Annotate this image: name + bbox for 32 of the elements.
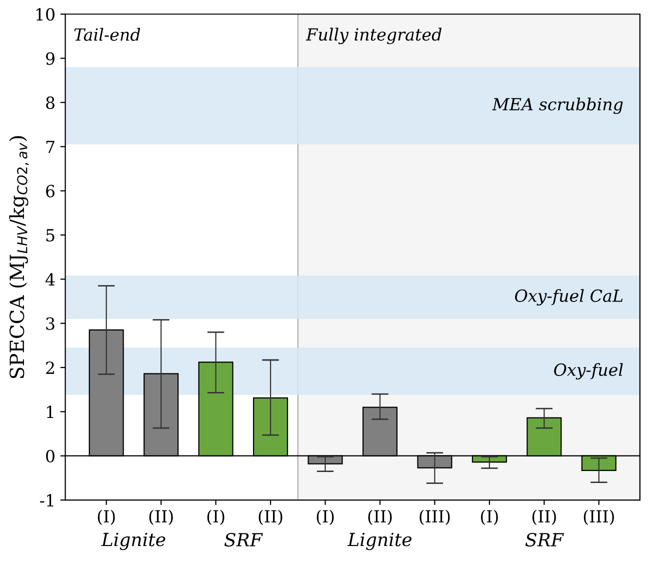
y-tick-label: 3 — [46, 317, 54, 330]
y-axis-title: SPECCA (MJ$_{LHV}$/kg$_{CO2,av}$) — [9, 136, 29, 378]
x-tick-label: (I) — [480, 510, 498, 526]
y-tick-label: 6 — [46, 184, 55, 198]
y-tick-label: 0 — [46, 450, 54, 462]
text: SRF — [224, 532, 263, 547]
band-label: MEA scrubbing — [492, 98, 623, 114]
x-tick-label: (II) — [149, 510, 173, 526]
x-tick-label: (I) — [98, 510, 115, 526]
y-tick-label: 9 — [46, 52, 54, 65]
y-tick-label: 10 — [36, 8, 54, 21]
x-tick-label: (II) — [532, 510, 556, 526]
y-tick-label: 8 — [46, 96, 54, 110]
x-tick-label: (I) — [207, 510, 224, 526]
y-tick-label: 7 — [46, 140, 54, 153]
y-tick-label: 4 — [45, 273, 55, 286]
annotation: Fully integrated — [306, 28, 442, 44]
annotation: Tail-end — [74, 28, 140, 41]
x-tick-label: (I) — [316, 510, 334, 526]
y-tick-label: 1 — [47, 406, 54, 418]
y-tick-label: 5 — [46, 229, 54, 242]
band-label: Oxy-fuel CaL — [515, 289, 623, 306]
x-tick-label: (II) — [368, 510, 392, 526]
band-label: Oxy-fuel — [554, 363, 623, 380]
x-tick-label: (III) — [584, 510, 614, 526]
x-tick-label: (II) — [258, 510, 282, 526]
text: Lignite — [347, 532, 412, 550]
x-tick-label: (III) — [420, 510, 450, 526]
text: Lignite — [101, 532, 166, 550]
y-tick-label: -1 — [40, 494, 54, 506]
y-tick-label: 2 — [46, 361, 54, 374]
text: SRF — [525, 532, 564, 547]
